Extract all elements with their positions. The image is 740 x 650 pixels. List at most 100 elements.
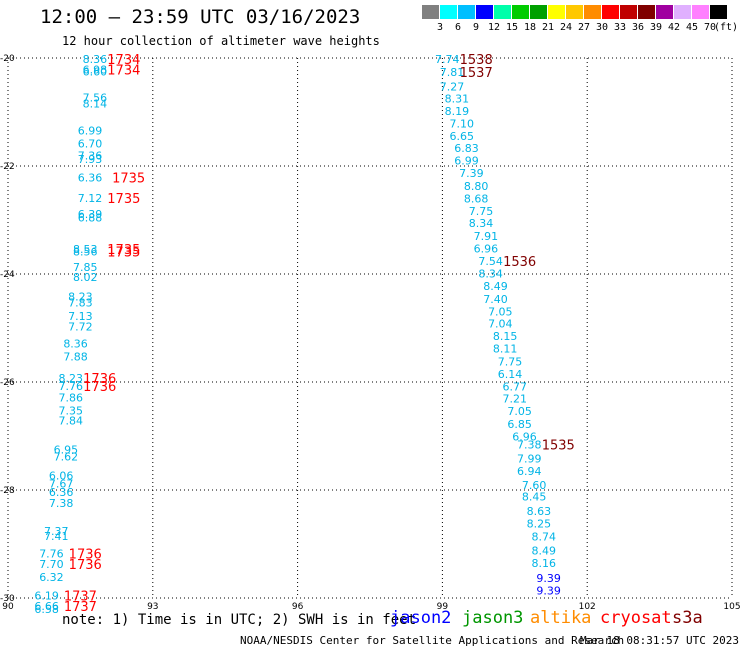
wave-height-label: 6.65 bbox=[449, 130, 474, 143]
color-scale-label: 70 bbox=[703, 22, 717, 33]
color-swatch bbox=[512, 5, 529, 19]
color-scale-unit: (ft) bbox=[714, 22, 739, 33]
x-tick-label: 102 bbox=[579, 602, 596, 612]
wave-height-label: 8.36 bbox=[63, 338, 88, 351]
y-tick-label: -24 bbox=[0, 270, 15, 280]
x-tick-label: 96 bbox=[292, 602, 304, 612]
wave-height-label: 8.49 bbox=[483, 280, 508, 293]
color-swatch bbox=[422, 5, 439, 19]
generation-timestamp: Mar 18 08:31:57 UTC 2023 bbox=[580, 634, 739, 647]
color-swatch bbox=[656, 5, 673, 19]
wave-height-label: 7.86 bbox=[58, 392, 83, 405]
wave-height-label: 7.99 bbox=[517, 453, 542, 466]
time-label: 1735 bbox=[107, 192, 140, 207]
legend-altika: altika bbox=[530, 608, 592, 628]
wave-height-label: 8.25 bbox=[527, 517, 552, 530]
wave-height-label: 7.35 bbox=[58, 405, 83, 418]
time-label: 1535 bbox=[542, 439, 575, 454]
wave-height-label: 8.19 bbox=[445, 105, 470, 118]
wave-height-label: 8.53 bbox=[73, 243, 98, 256]
wave-height-label: 6.99 bbox=[78, 124, 103, 137]
color-swatch bbox=[440, 5, 457, 19]
wave-height-label: 6.14 bbox=[498, 368, 523, 381]
color-scale-label: 42 bbox=[667, 22, 681, 33]
color-scale-label: 18 bbox=[523, 22, 537, 33]
color-swatch bbox=[710, 5, 727, 19]
color-swatch bbox=[674, 5, 691, 19]
color-scale-label: 39 bbox=[649, 22, 663, 33]
grid-lines bbox=[7, 57, 733, 599]
wave-height-label: 7.70 bbox=[39, 558, 64, 571]
color-scale-label: 6 bbox=[454, 22, 462, 33]
time-label: 1538 bbox=[460, 53, 493, 68]
wave-height-label: 7.81 bbox=[440, 66, 465, 79]
wave-height-label: 7.56 bbox=[83, 91, 108, 104]
color-swatch bbox=[602, 5, 619, 19]
wave-height-label: 7.76 bbox=[58, 380, 83, 393]
wave-height-label: 7.05 bbox=[507, 405, 532, 418]
wave-height-label: 7.75 bbox=[469, 205, 494, 218]
wave-height-label: 8.34 bbox=[469, 217, 494, 230]
color-swatch bbox=[476, 5, 493, 19]
wave-height-labels: 8.366.986.607.568.146.996.707.367.936.36… bbox=[34, 53, 560, 616]
wave-height-label: 8.49 bbox=[532, 544, 557, 557]
wave-height-label: 6.96 bbox=[512, 431, 537, 444]
wave-height-label: 9.39 bbox=[536, 584, 561, 597]
wave-height-label: 7.36 bbox=[78, 150, 103, 163]
wave-height-label: 7.84 bbox=[58, 414, 83, 427]
wave-height-label: 6.94 bbox=[517, 465, 542, 478]
wave-height-label: 8.34 bbox=[478, 267, 503, 280]
wave-height-label: 8.56 bbox=[73, 245, 98, 258]
credit-line: NOAA/NESDIS Center for Satellite Applica… bbox=[240, 634, 625, 647]
wave-height-label: 8.23 bbox=[58, 372, 83, 385]
wave-height-label: 6.70 bbox=[78, 137, 103, 150]
wave-height-label: 8.63 bbox=[527, 505, 552, 518]
wave-height-label: 7.13 bbox=[68, 310, 93, 323]
wave-height-label: 6.99 bbox=[454, 155, 479, 168]
time-label: 1736 bbox=[83, 372, 116, 387]
x-tick-label: 93 bbox=[147, 602, 158, 612]
color-scale-label: 12 bbox=[487, 22, 501, 33]
wave-height-label: 7.85 bbox=[73, 261, 98, 274]
chart-subtitle: 12 hour collection of altimeter wave hei… bbox=[62, 34, 380, 48]
wave-height-label: 6.60 bbox=[83, 66, 108, 79]
x-tick-label: 99 bbox=[437, 602, 449, 612]
color-swatch bbox=[458, 5, 475, 19]
time-label: 1736 bbox=[83, 380, 116, 395]
x-tick-label: 105 bbox=[723, 602, 740, 612]
wave-height-label: 7.05 bbox=[488, 305, 513, 318]
wave-height-label: 6.36 bbox=[49, 486, 74, 499]
color-scale-label: 9 bbox=[472, 22, 480, 33]
time-labels: 1734173417351735173517351736173617361736… bbox=[64, 53, 575, 615]
time-label: 1735 bbox=[112, 171, 145, 186]
wave-height-label: 9.39 bbox=[536, 572, 561, 585]
color-scale-label: 15 bbox=[505, 22, 519, 33]
wave-height-label: 6.96 bbox=[474, 243, 499, 256]
color-scale-label: 33 bbox=[613, 22, 627, 33]
wave-height-label: 8.02 bbox=[73, 271, 98, 284]
wave-height-label: 6.32 bbox=[39, 571, 64, 584]
wave-height-label: 8.14 bbox=[83, 97, 108, 110]
wave-height-label: 6.58 bbox=[34, 603, 59, 616]
time-label: 1537 bbox=[460, 66, 493, 81]
wave-height-label: 6.83 bbox=[454, 142, 479, 155]
wave-height-label: 7.54 bbox=[478, 255, 503, 268]
wave-height-label: 7.91 bbox=[474, 230, 499, 243]
wave-height-label: 7.74 bbox=[435, 53, 460, 66]
color-scale-label: 27 bbox=[577, 22, 591, 33]
y-tick-label: -28 bbox=[0, 486, 15, 496]
x-tick-label: 90 bbox=[2, 602, 14, 612]
time-label: 1734 bbox=[107, 53, 140, 68]
color-swatch bbox=[494, 5, 511, 19]
wave-height-label: 8.15 bbox=[493, 330, 518, 343]
color-swatch bbox=[548, 5, 565, 19]
time-label: 1737 bbox=[64, 589, 97, 604]
wave-height-label: 7.38 bbox=[517, 439, 542, 452]
wave-height-label: 6.77 bbox=[503, 380, 528, 393]
wave-height-label: 6.39 bbox=[78, 208, 103, 221]
wave-height-label: 7.37 bbox=[44, 525, 69, 538]
color-swatch bbox=[692, 5, 709, 19]
wave-height-label: 7.88 bbox=[63, 351, 88, 364]
wave-height-label: 6.19 bbox=[34, 589, 59, 602]
